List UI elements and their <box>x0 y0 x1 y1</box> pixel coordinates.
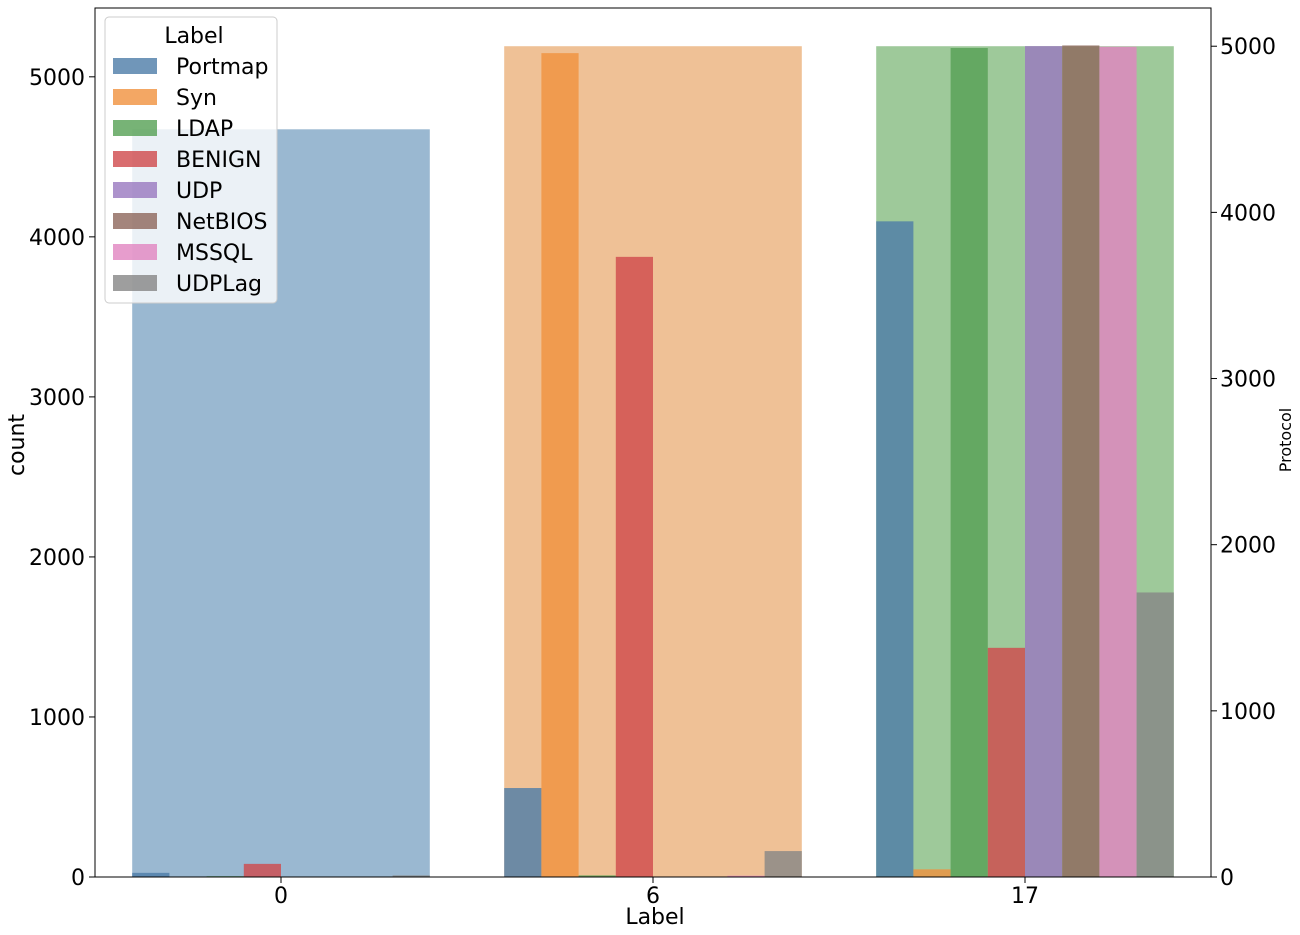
bar-benign-17 <box>987 647 1025 877</box>
y-tick-label: 5000 <box>29 66 85 91</box>
x-tick-label: 0 <box>274 884 288 909</box>
legend-swatch-udplag <box>113 275 157 291</box>
legend-label-udplag: UDPLag <box>176 272 262 297</box>
y-tick-label: 0 <box>71 866 85 891</box>
y-axis-left: 0 1000 2000 3000 4000 5000 <box>29 66 95 891</box>
y2-tick-label: 2000 <box>1220 534 1276 559</box>
bar-syn-6 <box>541 53 579 878</box>
legend-swatch-netbios <box>113 213 157 229</box>
y2-axis-title: Protocol <box>1276 408 1295 472</box>
legend-swatch-portmap <box>113 58 157 74</box>
bar-udplag-6 <box>764 851 802 877</box>
x-tick-label: 6 <box>646 884 660 909</box>
bar-syn-17 <box>913 869 951 877</box>
y-tick-label: 4000 <box>29 226 85 251</box>
bar-portmap-0 <box>132 872 170 877</box>
legend-box <box>104 16 278 304</box>
legend-label-ldap: LDAP <box>176 117 233 142</box>
y-tick-label: 2000 <box>29 546 85 571</box>
x-axis-title: Label <box>625 905 684 930</box>
y-tick-label: 3000 <box>29 386 85 411</box>
y-axis-title: count <box>5 414 30 476</box>
bars <box>132 45 1174 878</box>
legend-label-portmap: Portmap <box>176 55 269 80</box>
legend-swatch-ldap <box>113 120 157 136</box>
bar-ldap-6 <box>578 875 616 877</box>
legend-swatch-benign <box>113 151 157 167</box>
y-axis-right: 0 1000 2000 3000 4000 5000 <box>1211 35 1276 891</box>
legend-label-benign: BENIGN <box>176 148 261 173</box>
legend-swatch-mssql <box>113 244 157 260</box>
legend-swatch-udp <box>113 182 157 198</box>
bar-netbios-17 <box>1062 45 1100 878</box>
y-tick-label: 1000 <box>29 706 85 731</box>
bar-benign-0 <box>243 863 281 877</box>
y2-tick-label: 0 <box>1220 866 1234 891</box>
legend-label-udp: UDP <box>176 179 222 204</box>
bar-ldap-17 <box>950 48 988 877</box>
bar-mssql-6 <box>727 875 765 877</box>
x-axis: 0 6 17 <box>274 877 1039 909</box>
y2-tick-label: 5000 <box>1220 35 1276 60</box>
x-tick-label: 17 <box>1011 884 1039 909</box>
legend-label-netbios: NetBIOS <box>176 210 267 235</box>
legend-title: Label <box>164 24 223 49</box>
bar-portmap-17 <box>876 221 914 877</box>
y2-tick-label: 4000 <box>1220 201 1276 226</box>
legend-label-syn: Syn <box>176 86 217 111</box>
y2-tick-label: 3000 <box>1220 368 1276 393</box>
bar-benign-6 <box>615 256 653 877</box>
legend-swatch-syn <box>113 89 157 105</box>
legend: Label Portmap Syn LDAP BENIGN UDP NetBIOS MSSQ… <box>104 16 278 304</box>
bar-portmap-6 <box>504 788 542 877</box>
bar-mssql-17 <box>1099 46 1137 878</box>
bar-udplag-17 <box>1136 592 1174 877</box>
bar-udp-17 <box>1025 46 1063 878</box>
bar-udplag-0 <box>392 875 430 877</box>
y2-tick-label: 1000 <box>1220 700 1276 725</box>
legend-label-mssql: MSSQL <box>176 241 253 266</box>
